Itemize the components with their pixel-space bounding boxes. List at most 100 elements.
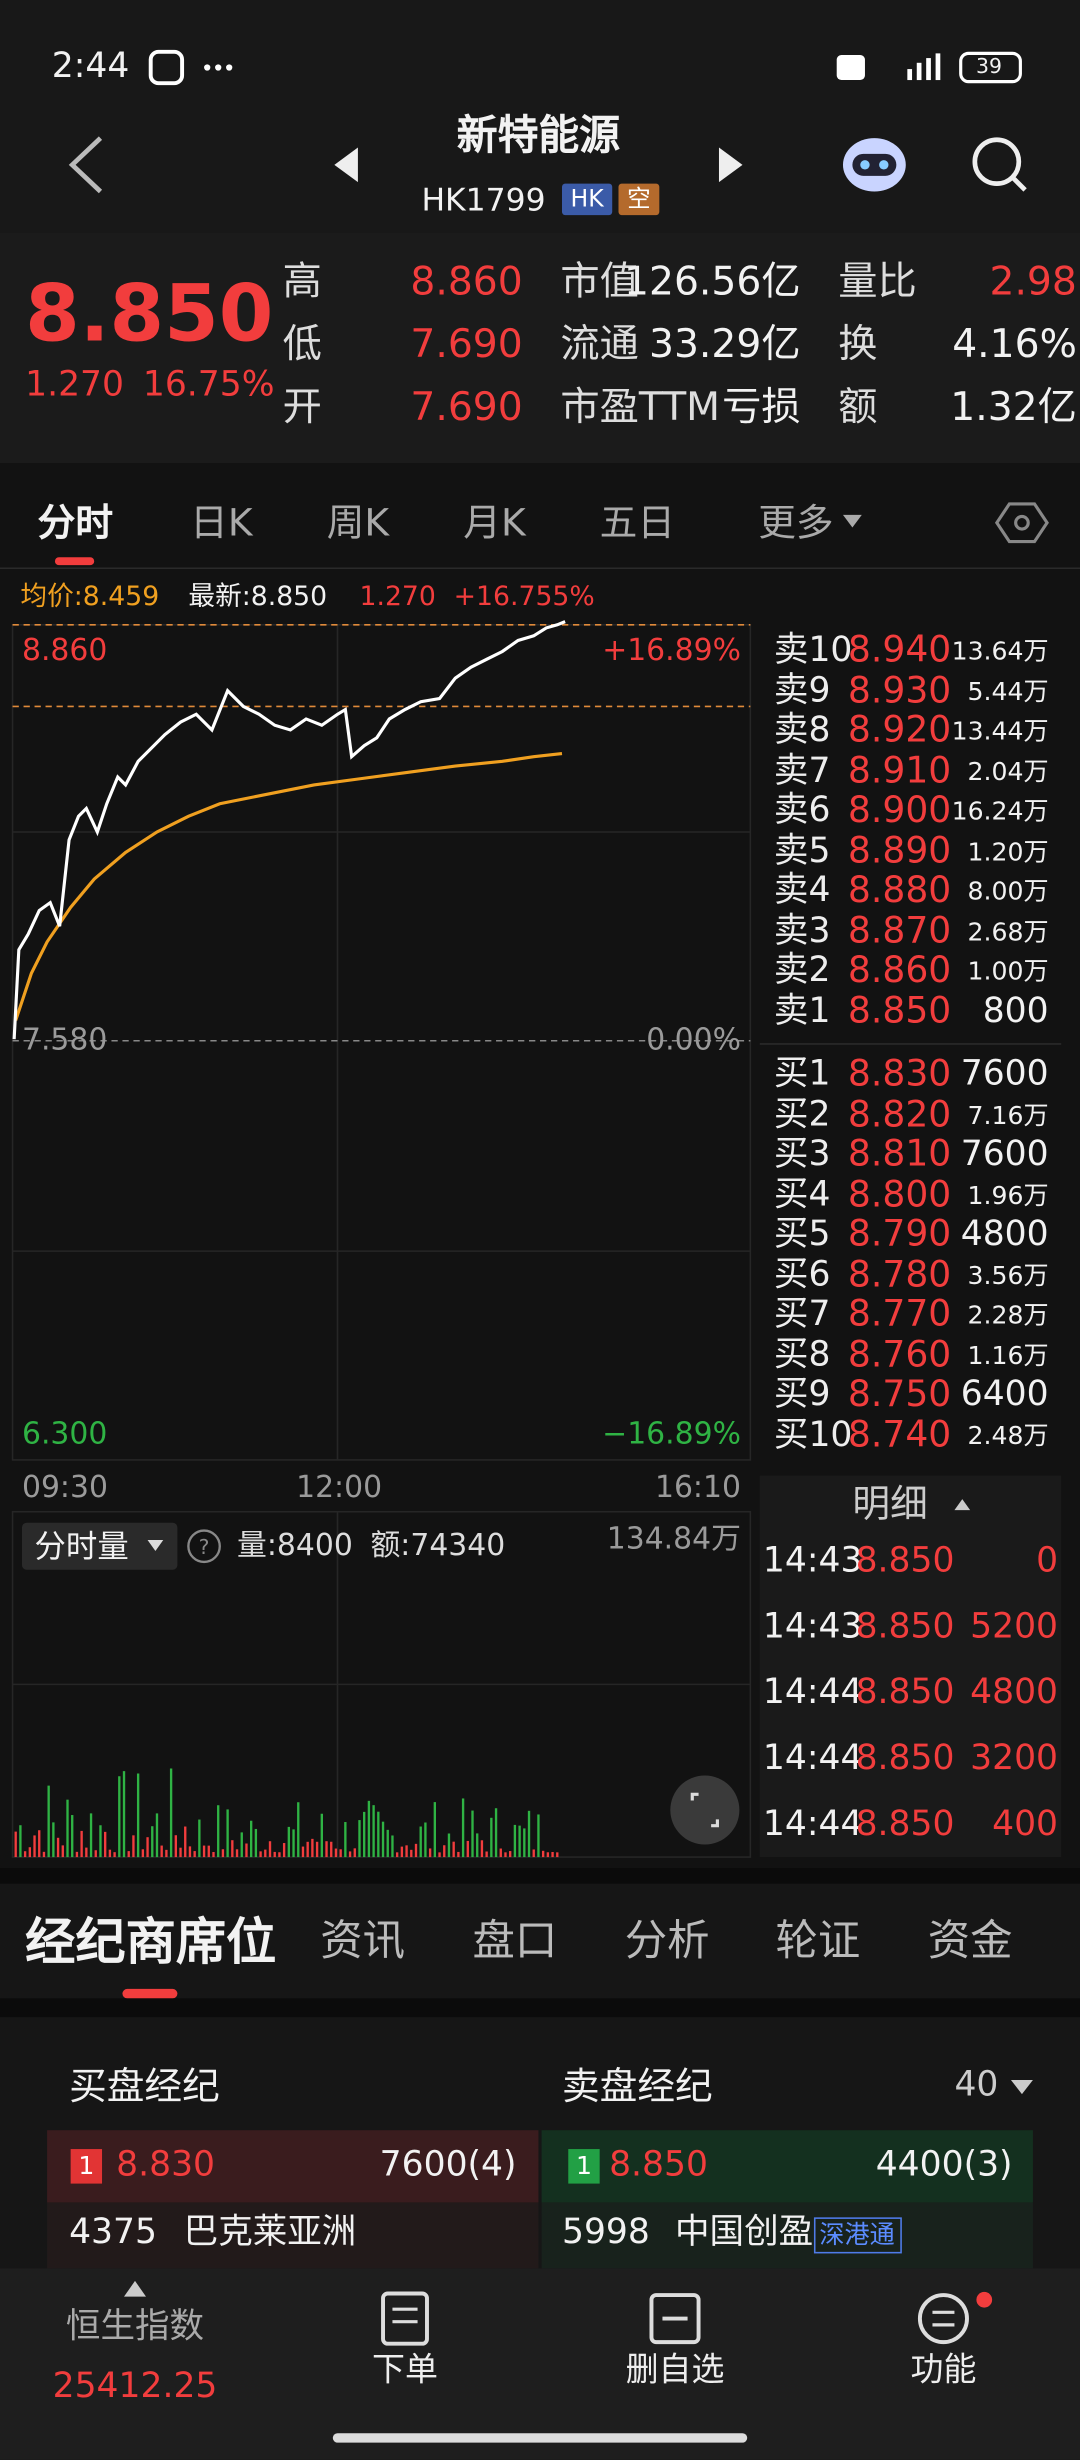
stock-name: 新特能源 [456, 113, 621, 161]
time-label: 12:00 [296, 1470, 383, 1505]
market-tag: HK [570, 184, 604, 213]
chart-tab[interactable]: 月K [463, 500, 526, 545]
book-volume: 13.44万 [951, 715, 1049, 746]
book-volume: 3.56万 [967, 1260, 1049, 1290]
stat-value: 8.860 [410, 258, 523, 304]
short-tag: 空 [627, 184, 651, 213]
trade-time: 14:44 [762, 1673, 863, 1713]
section-tab[interactable]: 资金 [927, 1917, 1013, 1967]
status-time: 2:44 [51, 47, 130, 87]
trade-volume: 4800 [970, 1673, 1059, 1713]
book-price: 8.900 [847, 790, 952, 832]
trade-price: 8.850 [855, 1607, 955, 1647]
book-price: 8.850 [847, 991, 952, 1033]
trade-time: 14:44 [762, 1805, 863, 1845]
book-price: 8.750 [847, 1374, 952, 1416]
trade-volume: 5200 [970, 1607, 1059, 1647]
book-level: 买6 [773, 1255, 831, 1295]
stat-value: 7.690 [410, 321, 523, 367]
sell-broker-title: 卖盘经纪 [561, 2064, 713, 2109]
book-level: 买4 [773, 1175, 831, 1215]
stat-value: 126.56亿 [624, 258, 801, 304]
book-volume: 2.28万 [967, 1300, 1049, 1331]
book-level: 卖9 [773, 671, 831, 711]
time-label: 09:30 [21, 1470, 108, 1505]
index-value: 25412.25 [52, 2367, 218, 2407]
book-volume: 2.48万 [967, 1420, 1049, 1451]
book-price: 8.880 [847, 870, 952, 912]
book-level: 卖1 [773, 992, 831, 1032]
stat-label: 低 [282, 321, 322, 367]
chart-tab[interactable]: 更多 [758, 500, 834, 545]
y-label-high-pct: +16.89% [602, 633, 741, 668]
price-change-pct: 16.75% [142, 365, 275, 406]
book-volume: 1.96万 [967, 1179, 1049, 1210]
book-volume: 8.00万 [967, 876, 1049, 907]
chart-tab[interactable]: 周K [326, 500, 390, 545]
trade-time: 14:43 [762, 1607, 863, 1647]
section-tab[interactable]: 轮证 [775, 1917, 861, 1967]
trades-title[interactable]: 明细 [852, 1481, 928, 1526]
book-price: 8.930 [847, 670, 952, 712]
book-volume: 2.68万 [967, 916, 1049, 947]
book-level: 买10 [773, 1415, 853, 1456]
book-level: 卖4 [773, 871, 831, 911]
nav-item[interactable]: 功能 [910, 2350, 977, 2389]
trade-time: 14:44 [762, 1739, 863, 1779]
section-tab[interactable]: 分析 [624, 1917, 710, 1967]
book-level: 买1 [773, 1054, 831, 1095]
book-price: 8.770 [847, 1294, 952, 1336]
book-price: 8.910 [847, 750, 952, 792]
stat-label: 额 [838, 383, 878, 430]
book-level: 买5 [773, 1215, 831, 1255]
book-price: 8.800 [847, 1174, 952, 1216]
book-level: 卖7 [773, 751, 831, 791]
avg-price: 均价:8.459 [20, 581, 160, 614]
chart-tab[interactable]: 日K [190, 500, 253, 545]
broker-id: 4375 [69, 2213, 157, 2253]
book-volume: 1.20万 [967, 836, 1049, 867]
volume-selector[interactable]: 分时量 [34, 1527, 129, 1566]
book-price: 8.830 [847, 1054, 952, 1095]
trade-volume: 0 [1036, 1541, 1059, 1581]
book-price: 8.920 [847, 710, 952, 752]
section-tab[interactable]: 经纪商席位 [25, 1912, 277, 1972]
intraday-change-pct: +16.755% [453, 581, 595, 614]
y-label-base-pct: 0.00% [646, 1022, 741, 1058]
trade-price: 8.850 [855, 1805, 955, 1845]
y-label-low: 6.300 [21, 1416, 108, 1452]
book-level: 买9 [773, 1375, 831, 1416]
book-price: 8.820 [847, 1094, 952, 1136]
trade-price: 8.850 [855, 1673, 955, 1713]
book-price: 8.780 [847, 1254, 952, 1296]
book-volume: 5.44万 [967, 675, 1049, 706]
book-price: 8.740 [847, 1415, 952, 1456]
nav-item[interactable]: 删自选 [625, 2350, 725, 2389]
book-level: 卖6 [773, 791, 831, 831]
book-volume: 6400 [960, 1375, 1049, 1416]
chart-tab[interactable]: 五日 [599, 500, 676, 545]
book-volume: 7600 [960, 1135, 1049, 1175]
nav-item[interactable]: 下单 [372, 2350, 438, 2389]
level-price: 8.850 [609, 2145, 708, 2186]
book-volume: 1.16万 [967, 1340, 1049, 1371]
book-volume: 16.24万 [951, 796, 1049, 827]
stat-label: 换 [838, 321, 878, 367]
section-tab[interactable]: 盘口 [472, 1917, 558, 1967]
broker-name: 巴克莱亚洲 [183, 2213, 357, 2253]
book-volume: 7600 [960, 1054, 1049, 1095]
intraday-change: 1.270 [359, 581, 436, 614]
book-price: 8.860 [847, 951, 952, 992]
chart-tab[interactable]: 分时 [37, 500, 114, 545]
broker-depth[interactable]: 40 [954, 2065, 999, 2106]
section-tab[interactable]: 资讯 [320, 1917, 406, 1967]
book-price: 8.810 [847, 1134, 952, 1176]
index-name[interactable]: 恒生指数 [65, 2307, 205, 2347]
amount-value: 额:74340 [370, 1528, 506, 1563]
book-volume: 7.16万 [967, 1099, 1049, 1130]
book-level: 卖2 [773, 951, 831, 992]
volume-max: 134.84万 [606, 1521, 741, 1557]
book-volume: 13.64万 [951, 635, 1049, 666]
book-level: 买7 [773, 1295, 831, 1335]
